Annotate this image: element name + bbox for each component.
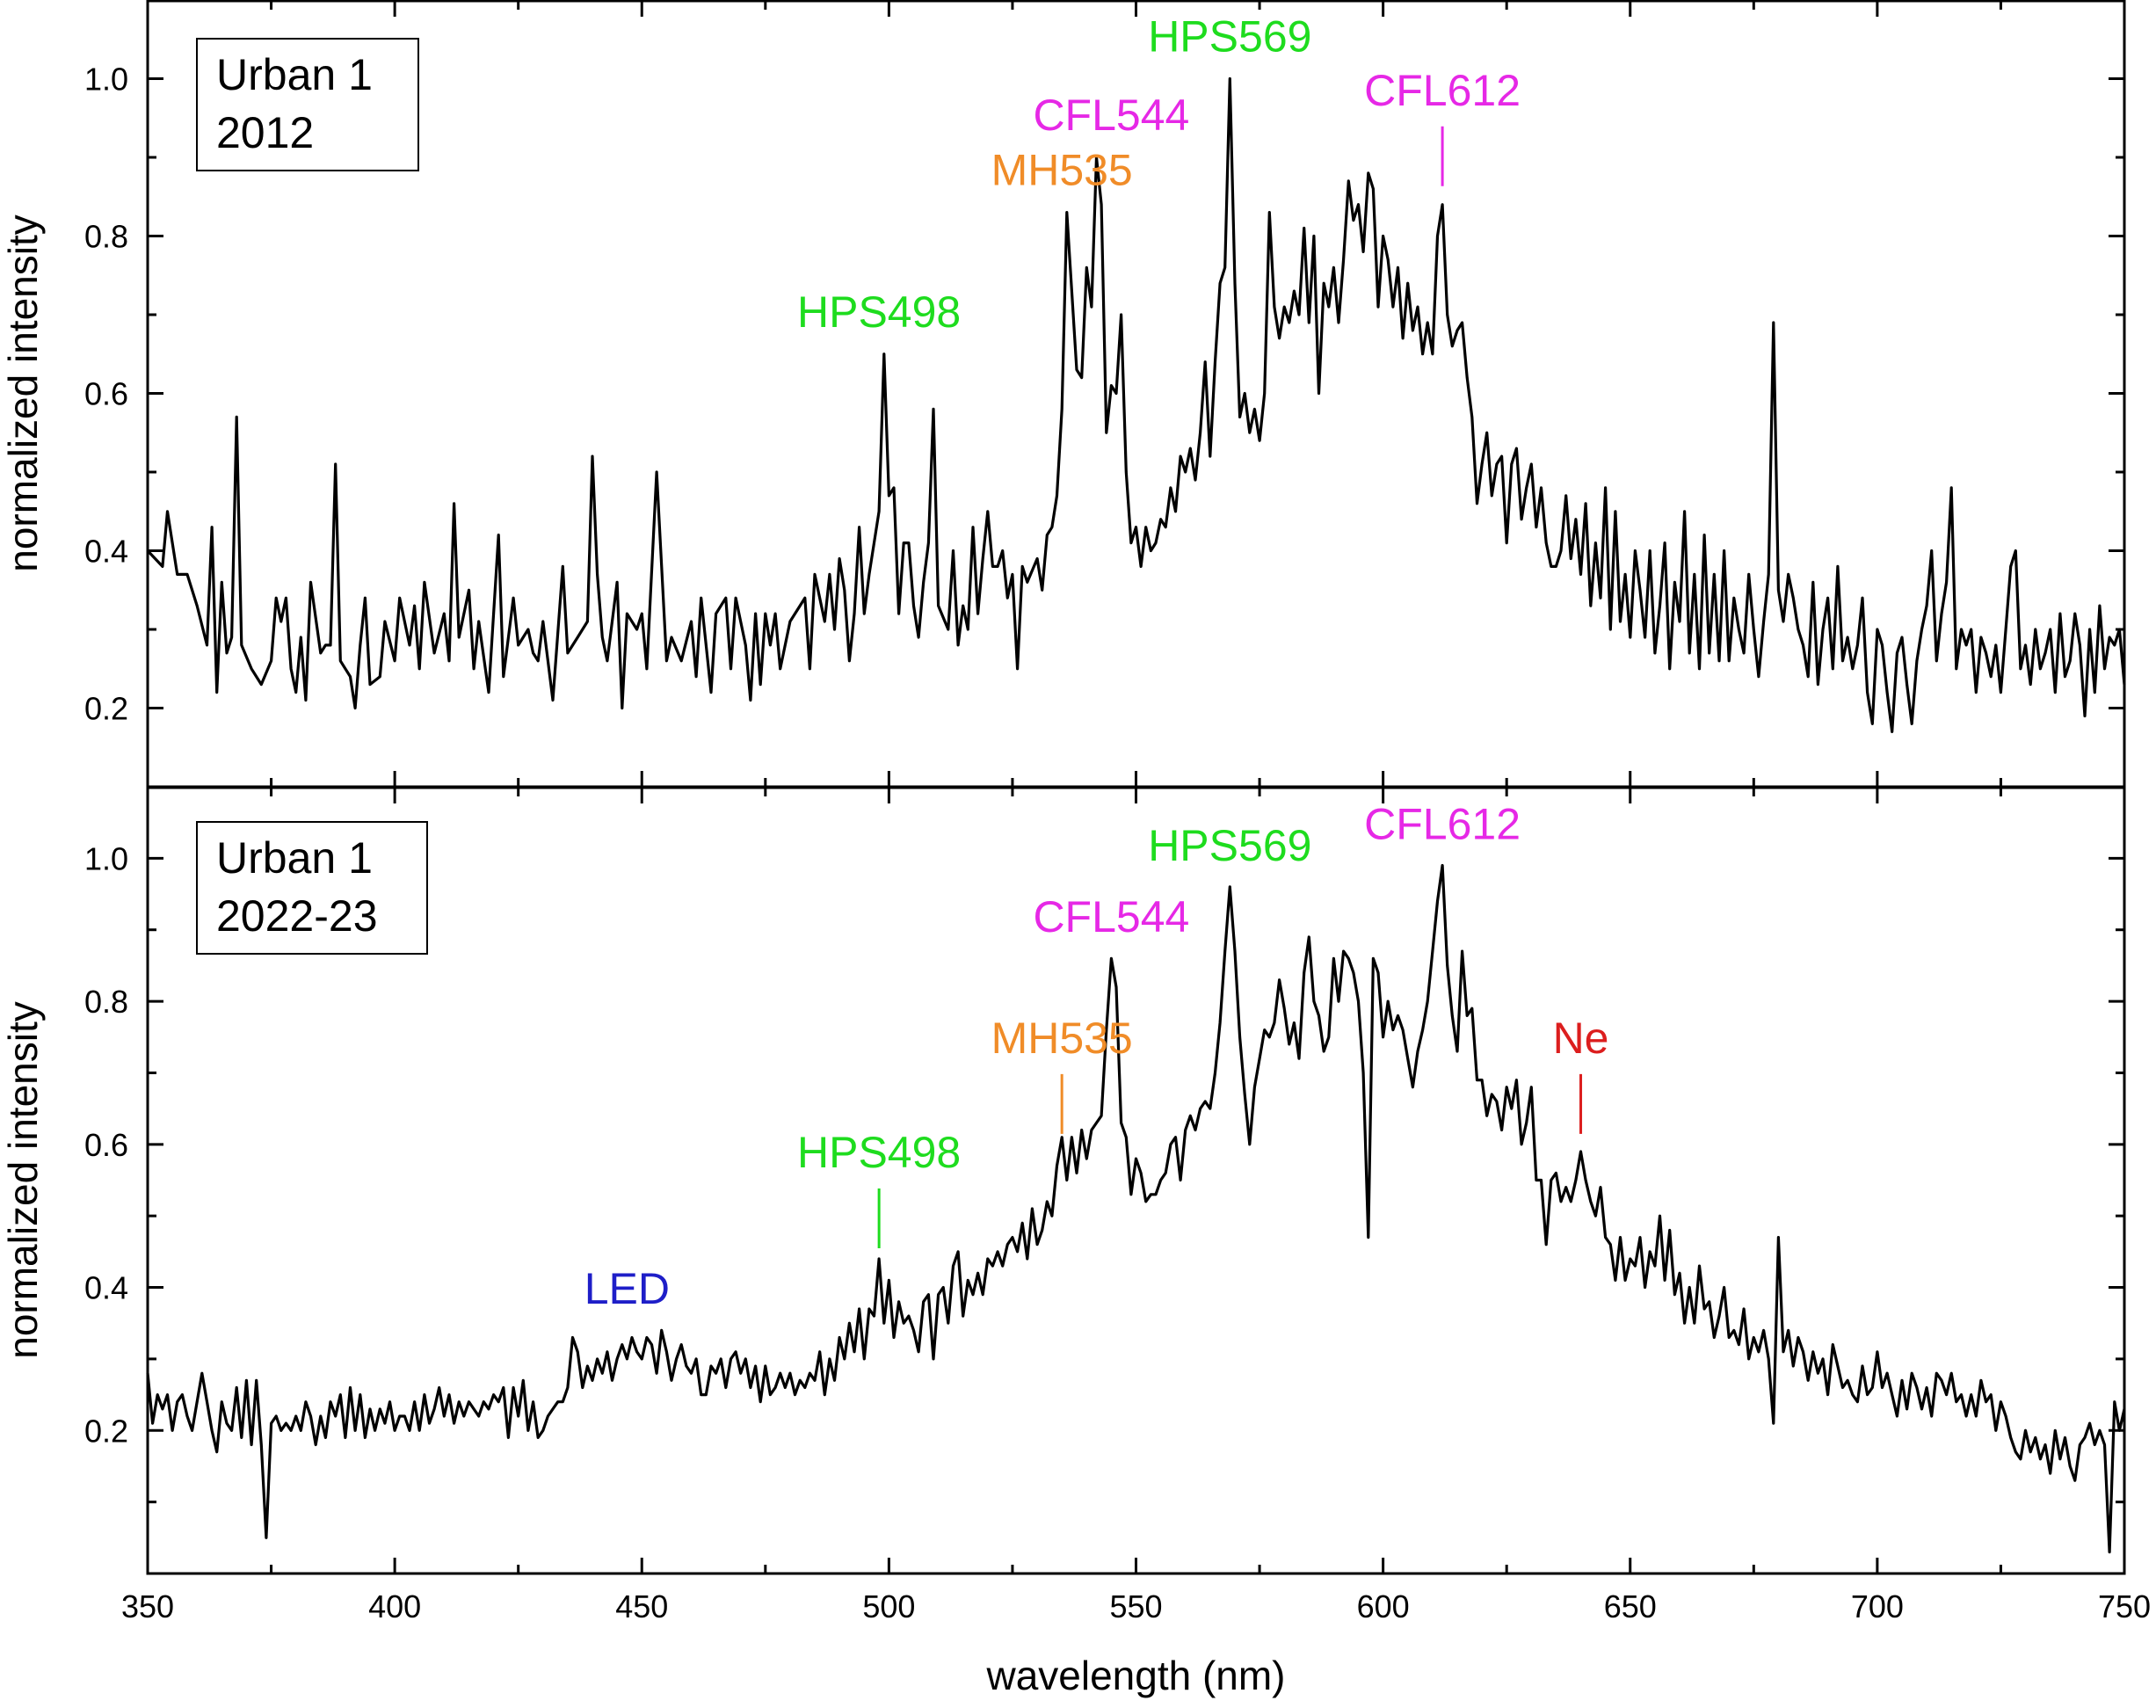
- y-tick-label: 0.8: [84, 219, 128, 255]
- legend-box: [196, 821, 428, 955]
- annotation-label: CFL544: [1033, 892, 1189, 941]
- annotation-label: LED: [584, 1264, 670, 1313]
- y-tick-label: 0.2: [84, 691, 128, 727]
- spectrum-line: [146, 863, 2126, 1554]
- x-axis-title: wavelength (nm): [985, 1653, 1285, 1698]
- y-tick-label: 1.0: [84, 62, 128, 98]
- legend-text: Urban 1: [216, 833, 373, 883]
- annotation-label: CFL612: [1364, 799, 1521, 848]
- x-tick-label: 400: [368, 1588, 421, 1624]
- y-tick-label: 0.8: [84, 984, 128, 1020]
- x-tick-label: 650: [1604, 1588, 1657, 1624]
- x-tick-label: 600: [1357, 1588, 1410, 1624]
- annotation-label: HPS498: [797, 1128, 961, 1177]
- legend-text: 2012: [216, 108, 314, 157]
- spectrum-line: [146, 76, 2126, 733]
- x-tick-label: 550: [1109, 1588, 1162, 1624]
- y-axis-title: normalized intensity: [0, 1001, 46, 1359]
- legend-box: [196, 38, 419, 171]
- annotation-label: HPS498: [797, 287, 961, 337]
- annotation-label: Ne: [1553, 1014, 1609, 1063]
- x-tick-label: 750: [2098, 1588, 2151, 1624]
- annotation-label: CFL544: [1033, 91, 1189, 140]
- y-tick-label: 0.2: [84, 1413, 128, 1449]
- annotation-label: HPS569: [1148, 821, 1311, 870]
- x-tick-label: 700: [1851, 1588, 1904, 1624]
- x-tick-label: 500: [862, 1588, 915, 1624]
- y-tick-label: 0.6: [84, 376, 128, 412]
- y-tick-label: 0.4: [84, 1270, 128, 1306]
- annotation-label: HPS569: [1148, 12, 1311, 62]
- legend-text: 2022-23: [216, 891, 378, 941]
- y-tick-label: 1.0: [84, 840, 128, 876]
- panel-urban1-2022-23: 0.2 0.4 0.6 0.8 1.0 normalized intensity 350 40…: [0, 786, 2151, 1624]
- y-axis-title: normalized intensity: [0, 214, 46, 572]
- annotation-label: MH535: [991, 1014, 1133, 1063]
- panel-urban1-2012: 0.2 0.4 0.6 0.8 1.0 normalized intensity Urban…: [0, 0, 2126, 789]
- y-tick-label: 0.4: [84, 534, 128, 570]
- x-tick-label: 350: [121, 1588, 174, 1624]
- legend-text: Urban 1: [216, 50, 373, 99]
- x-tick-label: 450: [615, 1588, 668, 1624]
- y-tick-label: 0.6: [84, 1127, 128, 1163]
- annotation-label: CFL612: [1364, 66, 1521, 115]
- annotation-label: MH535: [991, 146, 1133, 195]
